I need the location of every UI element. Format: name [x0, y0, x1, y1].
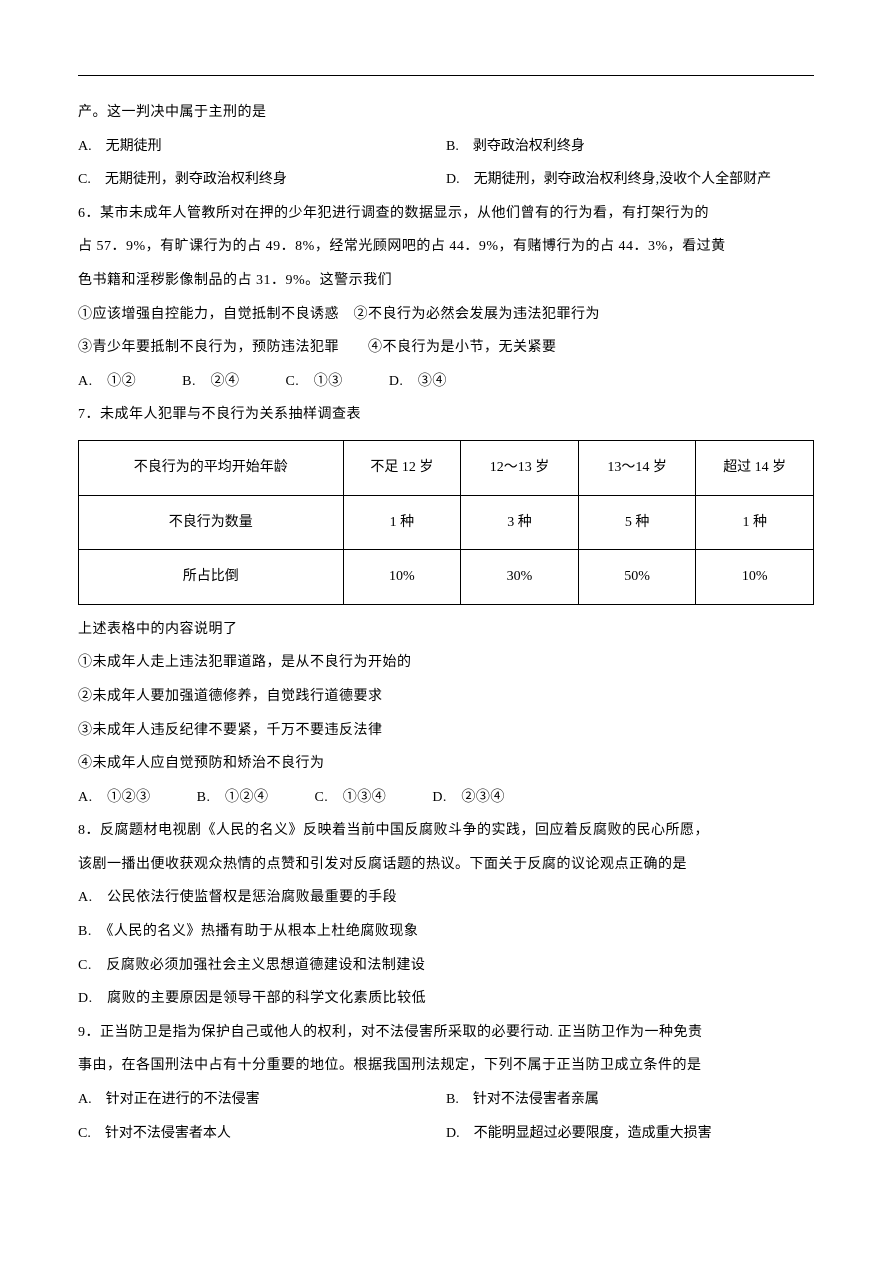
table-cell: 5 种 [578, 495, 696, 550]
q6-items-2: ③青少年要抵制不良行为，预防违法犯罪 ④不良行为是小节，无关紧要 [78, 331, 814, 365]
q8-stem-line1: 8．反腐题材电视剧《人民的名义》反映着当前中国反腐败斗争的实践，回应着反腐败的民… [78, 814, 814, 848]
q5-option-b: B. 剥夺政治权利终身 [446, 130, 814, 164]
q7-table: 不良行为的平均开始年龄 不足 12 岁 12～13 岁 13～14 岁 超过 1… [78, 440, 814, 605]
q9-option-a: A. 针对正在进行的不法侵害 [78, 1083, 446, 1117]
q6-options: A. ①② B. ②④ C. ①③ D. ③④ [78, 365, 814, 399]
q5-options-cd: C. 无期徒刑，剥夺政治权利终身 D. 无期徒刑，剥夺政治权利终身,没收个人全部… [78, 163, 814, 197]
q7-post: 上述表格中的内容说明了 [78, 613, 814, 647]
q8-option-d: D. 腐败的主要原因是领导干部的科学文化素质比较低 [78, 982, 814, 1016]
q7-item-3: ③未成年人违反纪律不要紧，千万不要违反法律 [78, 714, 814, 748]
q8-option-b: B. 《人民的名义》热播有助于从根本上杜绝腐败现象 [78, 915, 814, 949]
q9-stem-line2: 事由，在各国刑法中占有十分重要的地位。根据我国刑法规定，下列不属于正当防卫成立条… [78, 1049, 814, 1083]
q9-option-c: C. 针对不法侵害者本人 [78, 1117, 446, 1151]
table-cell: 10% [343, 550, 461, 605]
q5-option-c: C. 无期徒刑，剥夺政治权利终身 [78, 163, 446, 197]
q9-option-b: B. 针对不法侵害者亲属 [446, 1083, 814, 1117]
table-row: 不良行为数量 1 种 3 种 5 种 1 种 [79, 495, 814, 550]
q5-continuation: 产。这一判决中属于主刑的是 [78, 96, 814, 130]
table-cell: 1 种 [343, 495, 461, 550]
table-header-cell: 不良行为的平均开始年龄 [79, 440, 344, 495]
table-row: 所占比倒 10% 30% 50% 10% [79, 550, 814, 605]
top-rule [78, 75, 814, 76]
q7-item-1: ①未成年人走上违法犯罪道路，是从不良行为开始的 [78, 646, 814, 680]
q9-options-cd: C. 针对不法侵害者本人 D. 不能明显超过必要限度，造成重大损害 [78, 1117, 814, 1151]
q5-options-ab: A. 无期徒刑 B. 剥夺政治权利终身 [78, 130, 814, 164]
table-header-cell: 超过 14 岁 [696, 440, 814, 495]
table-cell: 不良行为数量 [79, 495, 344, 550]
q9-option-d: D. 不能明显超过必要限度，造成重大损害 [446, 1117, 814, 1151]
q7-option-c: C. ①③④ [314, 781, 386, 815]
q7-item-2: ②未成年人要加强道德修养，自觉践行道德要求 [78, 680, 814, 714]
q6-option-d: D. ③④ [389, 365, 447, 399]
table-header-cell: 13～14 岁 [578, 440, 696, 495]
q7-options: A. ①②③ B. ①②④ C. ①③④ D. ②③④ [78, 781, 814, 815]
q6-option-a: A. ①② [78, 365, 136, 399]
q6-option-b: B. ②④ [182, 365, 239, 399]
q8-option-a: A. 公民依法行使监督权是惩治腐败最重要的手段 [78, 881, 814, 915]
table-row: 不良行为的平均开始年龄 不足 12 岁 12～13 岁 13～14 岁 超过 1… [79, 440, 814, 495]
q7-stem: 7．未成年人犯罪与不良行为关系抽样调查表 [78, 398, 814, 432]
q6-stem-line2: 占 57．9%，有旷课行为的占 49．8%，经常光顾网吧的占 44．9%，有赌博… [78, 230, 814, 264]
table-cell: 30% [461, 550, 579, 605]
table-cell: 3 种 [461, 495, 579, 550]
q6-stem-line1: 6．某市未成年人管教所对在押的少年犯进行调查的数据显示，从他们曾有的行为看，有打… [78, 197, 814, 231]
table-cell: 50% [578, 550, 696, 605]
table-cell: 10% [696, 550, 814, 605]
q9-stem-line1: 9．正当防卫是指为保护自己或他人的权利，对不法侵害所采取的必要行动. 正当防卫作… [78, 1016, 814, 1050]
q7-option-a: A. ①②③ [78, 781, 151, 815]
q8-stem-line2: 该剧一播出便收获观众热情的点赞和引发对反腐话题的热议。下面关于反腐的议论观点正确… [78, 848, 814, 882]
q5-option-a: A. 无期徒刑 [78, 130, 446, 164]
q6-items-1: ①应该增强自控能力，自觉抵制不良诱惑 ②不良行为必然会发展为违法犯罪行为 [78, 298, 814, 332]
q7-option-d: D. ②③④ [432, 781, 505, 815]
table-cell: 所占比倒 [79, 550, 344, 605]
q6-stem-line3: 色书籍和淫秽影像制品的占 31．9%。这警示我们 [78, 264, 814, 298]
q7-item-4: ④未成年人应自觉预防和矫治不良行为 [78, 747, 814, 781]
q7-option-b: B. ①②④ [197, 781, 269, 815]
q6-option-c: C. ①③ [285, 365, 342, 399]
q8-option-c: C. 反腐败必须加强社会主义思想道德建设和法制建设 [78, 949, 814, 983]
q9-options-ab: A. 针对正在进行的不法侵害 B. 针对不法侵害者亲属 [78, 1083, 814, 1117]
table-header-cell: 12～13 岁 [461, 440, 579, 495]
table-cell: 1 种 [696, 495, 814, 550]
table-header-cell: 不足 12 岁 [343, 440, 461, 495]
q5-option-d: D. 无期徒刑，剥夺政治权利终身,没收个人全部财产 [446, 163, 814, 197]
